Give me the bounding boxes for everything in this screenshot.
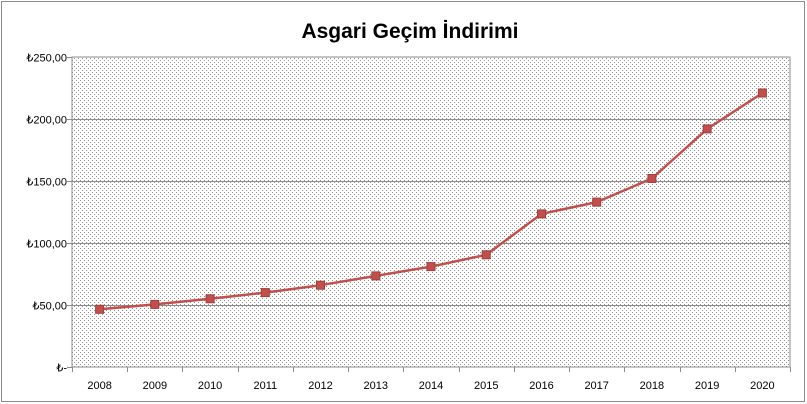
x-tick-label: 2009 [143,380,167,392]
x-tick-label: 2008 [87,380,111,392]
x-tick-label: 2010 [198,380,222,392]
x-tick-label: 2011 [253,380,277,392]
x-tick-label: 2014 [419,380,443,392]
y-tick-label: ₺250,00 [26,53,67,65]
data-point-marker [150,299,160,309]
axes: ₺- ₺50,00 ₺100,00 ₺150,00 ₺200,00 ₺250,00 2008… [26,53,791,392]
x-tick-label: 2017 [584,380,608,392]
y-tick-label: ₺200,00 [26,115,67,127]
plot-area [71,56,791,368]
data-point-marker [316,280,325,290]
chart-title: Asgari Geçim İndirimi [301,20,518,43]
data-point-marker [481,250,491,260]
data-point-marker [592,197,602,207]
data-point-marker [260,288,270,298]
y-tick-label: ₺50,00 [32,301,67,313]
x-tick-label: 2013 [364,380,388,392]
x-tick-label: 2019 [695,380,719,392]
data-point-marker [371,271,381,281]
series-layer [95,88,767,314]
data-point-marker [205,294,215,304]
data-point-marker [702,124,712,134]
x-tick-label: 2016 [529,380,553,392]
data-point-marker [537,209,546,219]
gridlines [72,119,790,306]
y-tick-label: ₺150,00 [26,177,67,189]
data-point-marker [647,174,657,183]
data-point-marker [757,88,767,98]
data-point-marker [95,304,105,314]
x-tick-label: 2018 [640,380,664,392]
x-tick-label: 2012 [308,380,332,392]
x-tick-label: 2015 [474,380,498,392]
data-point-marker [426,262,436,272]
y-tick-label: ₺100,00 [26,239,67,251]
y-tick-label: ₺- [56,363,67,375]
x-tick-label: 2020 [750,380,774,392]
